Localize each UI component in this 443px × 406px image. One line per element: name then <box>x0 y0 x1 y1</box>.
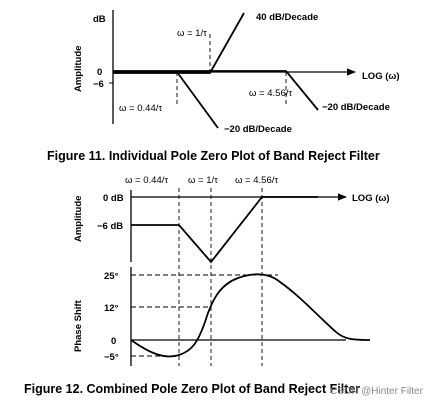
fig11-label-plus40: 40 dB/Decade <box>256 12 318 23</box>
fig12-phase-axis-title: Phase Shift <box>73 299 84 352</box>
fig12-tick-0db-label: 0 dB <box>103 193 124 204</box>
fig11-curve-plus40 <box>113 12 245 74</box>
fig11-label-minus20-a: −20 dB/Decade <box>224 124 292 135</box>
watermark: CSDN @Hinter Filter <box>330 386 424 397</box>
fig12-tick-25-label: 25° <box>104 271 119 282</box>
fig11-curve-minus20-first <box>113 71 219 129</box>
fig12-x-axis-label: LOG (ω) <box>352 193 390 204</box>
figure12: ω = 0.44/τ ω = 1/τ ω = 4.56/τ 0 dB −6 dB… <box>24 175 424 397</box>
fig11-curve-minus20-second <box>113 70 319 111</box>
fig11-label-w456: ω = 4.56/τ <box>249 88 292 99</box>
fig12-amp-curve <box>131 196 318 264</box>
fig12-tick-0-label: 0 <box>111 336 116 347</box>
fig11-label-w044: ω = 0.44/τ <box>119 103 162 114</box>
fig12-label-w1: ω = 1/τ <box>188 175 218 186</box>
fig11-label-w1: ω = 1/τ <box>177 28 207 39</box>
fig11-tick-0-label: 0 <box>97 67 102 78</box>
fig12-tick-12-label: 12° <box>104 303 119 314</box>
fig12-phase-curve <box>130 273 371 358</box>
figure11: dB 0 −6 Amplitude ω = 1/τ 40 dB/Decade L… <box>47 10 400 163</box>
fig12-amp-axis-title: Amplitude <box>73 196 84 242</box>
fig11-label-minus20-b: −20 dB/Decade <box>322 102 390 113</box>
fig12-caption: Figure 12. Combined Pole Zero Plot of Ba… <box>24 382 360 396</box>
fig11-y-unit: dB <box>93 14 106 25</box>
fig12-tick-neg6db-label: −6 dB <box>97 221 123 232</box>
fig11-caption: Figure 11. Individual Pole Zero Plot of … <box>47 149 380 163</box>
fig12-label-w456: ω = 4.56/τ <box>235 175 278 186</box>
fig11-y-axis-title: Amplitude <box>73 46 84 92</box>
fig12-label-w044: ω = 0.44/τ <box>125 175 168 186</box>
fig11-x-axis-label: LOG (ω) <box>362 71 400 82</box>
fig12-tick-neg5-label: −5° <box>104 352 119 363</box>
fig11-tick-neg6-label: −6 <box>93 79 104 90</box>
